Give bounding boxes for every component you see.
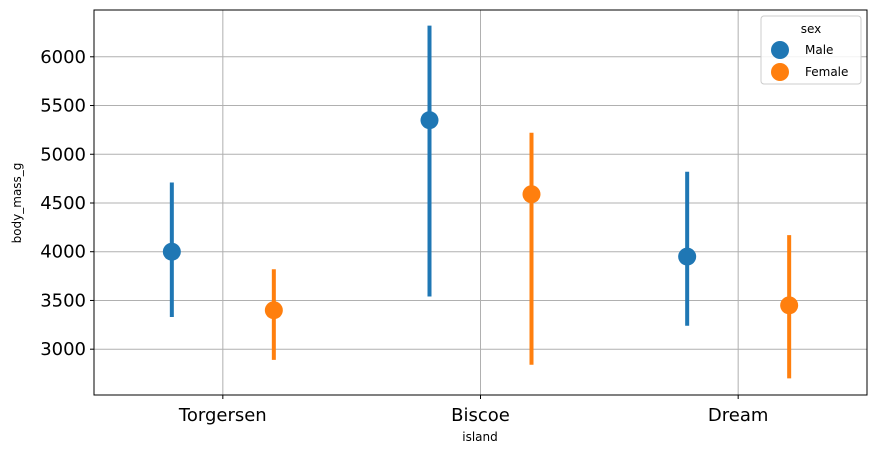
x-tick-labels: Torgersen Biscoe Dream bbox=[178, 395, 768, 426]
y-tick-labels: 3000 3500 4000 4500 5000 5500 6000 bbox=[40, 47, 94, 360]
legend-marker-male bbox=[771, 41, 789, 59]
x-tick-label: Torgersen bbox=[178, 405, 267, 426]
point-female bbox=[780, 296, 799, 315]
x-tick-label: Biscoe bbox=[451, 405, 510, 426]
legend-title: sex bbox=[801, 22, 822, 36]
y-tick-label: 5500 bbox=[40, 96, 86, 117]
plot-frame bbox=[93, 9, 868, 396]
point-male bbox=[420, 111, 439, 130]
point-male bbox=[678, 247, 697, 266]
y-tick-label: 5000 bbox=[40, 144, 86, 165]
x-tick-label: Dream bbox=[708, 405, 769, 426]
y-axis-label: body_mass_g bbox=[10, 163, 24, 244]
x-axis-label: island bbox=[462, 430, 498, 444]
y-tick-label: 4500 bbox=[40, 193, 86, 214]
y-tick-label: 4000 bbox=[40, 242, 86, 263]
y-tick-label: 3500 bbox=[40, 290, 86, 311]
legend: sex Male Female bbox=[760, 15, 862, 85]
legend-label-female: Female bbox=[805, 65, 848, 79]
grid-lines bbox=[94, 10, 867, 395]
data-marks bbox=[162, 25, 799, 379]
y-tick-label: 3000 bbox=[40, 339, 86, 360]
point-male bbox=[162, 242, 181, 261]
legend-marker-female bbox=[771, 63, 789, 81]
point-female bbox=[264, 301, 283, 320]
point-female bbox=[522, 185, 541, 204]
legend-label-male: Male bbox=[805, 43, 833, 57]
y-tick-label: 6000 bbox=[40, 47, 86, 68]
